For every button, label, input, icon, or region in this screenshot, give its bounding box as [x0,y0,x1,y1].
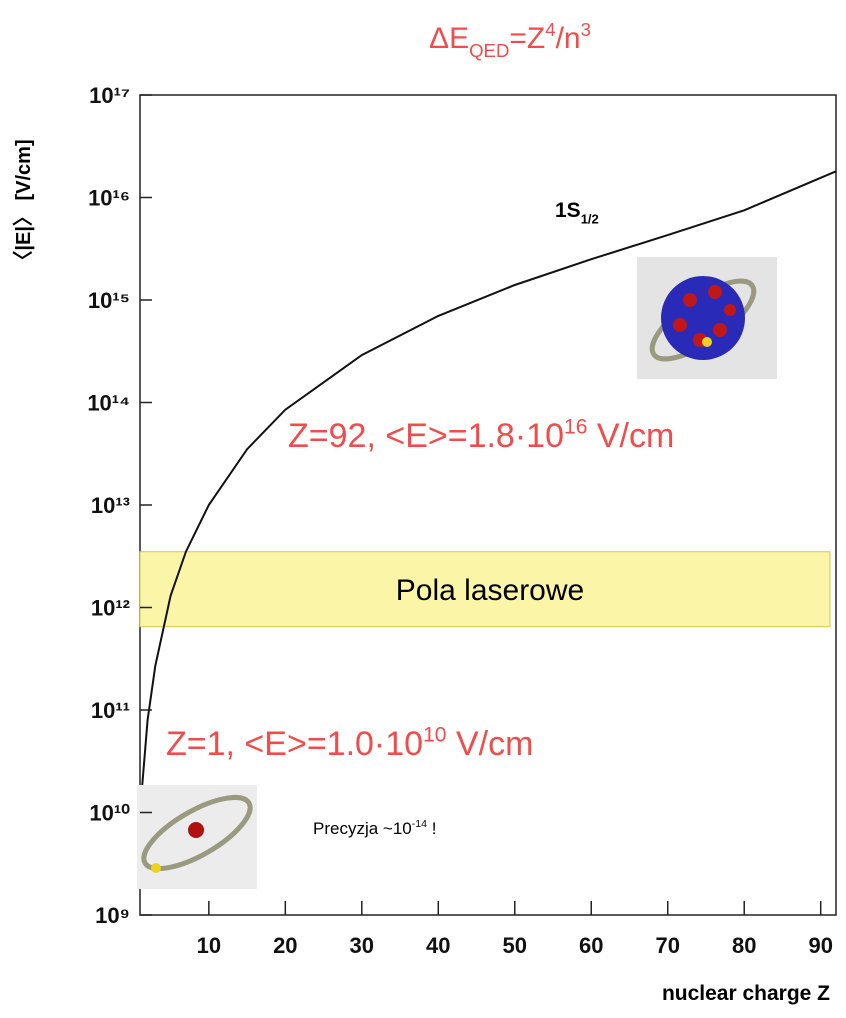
x-tick-label: 90 [808,933,832,958]
y-tick-label: 10¹⁷ [89,83,130,108]
x-axis-label: nuclear charge Z [662,982,830,1005]
text-part: Z=92, <E>=1.8·10 [288,417,564,455]
text-part: V/cm [447,725,534,763]
y-tick-label: 10¹⁵ [88,288,130,313]
text-part: 16 [564,415,587,438]
uranium-icon [637,257,777,379]
x-tick-label: 10 [197,933,221,958]
text-part: ΔE [429,22,469,55]
text-part: ! [427,819,436,838]
y-tick-label: 10¹² [91,596,130,621]
y-tick-label: 10¹⁴ [87,391,130,416]
text-part: 1/2 [581,211,599,226]
x-tick-label: 70 [655,933,679,958]
text-part: 10 [423,723,446,746]
text-part: Precyzja ~10 [313,819,412,838]
annotation: Z=92, <E>=1.8·1016 V/cm [288,415,674,455]
curve-label: 1S1/2 [555,199,599,226]
band-group: Pola laserowe [140,552,830,627]
text-part: -14 [412,818,427,830]
text-part: 1S [555,199,581,222]
y-axis-label: 〈|E|〉 [V/cm] [12,139,35,270]
text-part: 4 [545,19,555,40]
y-tick-label: 10¹¹ [91,698,130,723]
y-tick-label: 10¹⁰ [89,801,130,826]
text-part: /n [556,22,581,55]
annotation: Z=1, <E>=1.0·1010 V/cm [166,723,533,763]
y-tick-label: 10¹⁶ [88,186,130,211]
x-tick-label: 30 [350,933,374,958]
text-part: QED [469,40,509,61]
hydrogen-icon [134,784,260,889]
x-tick-label: 50 [503,933,527,958]
x-tick-label: 40 [426,933,450,958]
y-tick-label: 10¹³ [91,493,130,518]
text-part: Z=1, <E>=1.0·10 [166,725,423,763]
text-part: 3 [581,19,591,40]
text-part: V/cm [587,417,674,455]
y-tick-label: 10⁹ [95,903,130,928]
chart: ΔEQED=Z4/n3 〈|E|〉 [V/cm] nuclear charge … [0,0,846,1018]
text-part: =Z [509,22,545,55]
x-tick-label: 20 [273,933,297,958]
chart-title: ΔEQED=Z4/n3 [429,19,591,61]
band-label: Pola laserowe [396,574,584,607]
annotation: Precyzja ~10-14 ! [313,818,436,838]
x-tick-label: 60 [579,933,603,958]
x-tick-label: 80 [732,933,756,958]
